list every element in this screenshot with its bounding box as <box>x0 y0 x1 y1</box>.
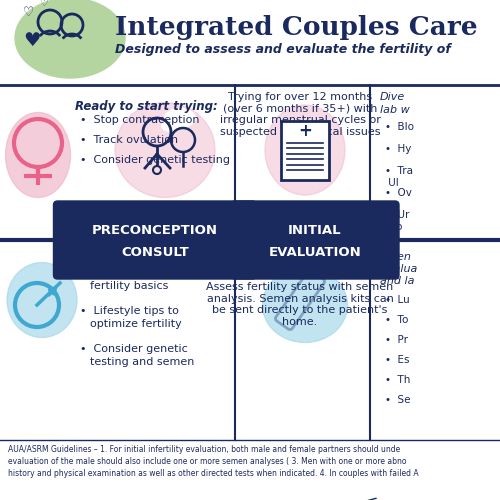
Text: •  Consider genetic testing: • Consider genetic testing <box>80 155 230 165</box>
Text: Ready to start trying:: Ready to start trying: <box>75 252 218 265</box>
Text: ♥: ♥ <box>23 30 41 50</box>
Text: testing and semen: testing and semen <box>90 357 194 367</box>
Text: •  Ov: • Ov <box>385 188 412 198</box>
Text: lab w: lab w <box>380 105 410 115</box>
Text: fertility basics: fertility basics <box>90 281 168 291</box>
Text: ♡: ♡ <box>38 0 48 8</box>
Text: Designed to assess and evaluate the fertility of: Designed to assess and evaluate the fert… <box>115 42 451 56</box>
Text: Ready to start trying:: Ready to start trying: <box>75 100 218 113</box>
Ellipse shape <box>6 112 70 198</box>
Text: Integrated Couples Care: Integrated Couples Care <box>115 16 478 40</box>
Text: INITIAL: INITIAL <box>288 224 342 236</box>
Text: optimize fertility: optimize fertility <box>90 319 182 329</box>
Text: •  Stop contraception: • Stop contraception <box>80 115 200 125</box>
Text: evalua: evalua <box>380 264 418 274</box>
Text: •  Hy: • Hy <box>385 144 411 154</box>
Text: +: + <box>298 122 312 140</box>
Ellipse shape <box>115 102 215 198</box>
Text: •  Se: • Se <box>385 395 410 405</box>
Text: history and physical examination as well as other directed tests when indicated.: history and physical examination as well… <box>8 469 418 478</box>
Ellipse shape <box>7 262 77 338</box>
Text: •  Pr: • Pr <box>385 335 408 345</box>
Ellipse shape <box>165 109 195 127</box>
Text: •  Track ovulation: • Track ovulation <box>80 135 178 145</box>
Text: AUA/ASRM Guidelines – 1. For initial infertility evaluation, both male and femal: AUA/ASRM Guidelines – 1. For initial inf… <box>8 445 400 454</box>
Ellipse shape <box>15 0 125 78</box>
Text: •  Lu: • Lu <box>385 295 410 305</box>
Ellipse shape <box>162 121 178 131</box>
Text: Assess fertility status with semen
analysis. Semen analysis kits can
be sent dir: Assess fertility status with semen analy… <box>206 282 394 327</box>
Ellipse shape <box>265 105 345 195</box>
Text: Trying for over 12 months
(over 6 months if 35+) with
irregular menstrual cycles: Trying for over 12 months (over 6 months… <box>220 92 380 137</box>
Text: •  Review male: • Review male <box>80 268 164 278</box>
Text: •  Consider genetic: • Consider genetic <box>80 344 188 354</box>
FancyBboxPatch shape <box>276 270 324 330</box>
Text: •  Tra
 Ul: • Tra Ul <box>385 166 413 188</box>
FancyBboxPatch shape <box>54 201 256 279</box>
Text: ♡: ♡ <box>22 6 34 18</box>
Text: •  Lifestyle tips to: • Lifestyle tips to <box>80 306 179 316</box>
Text: Dive: Dive <box>380 92 405 102</box>
Ellipse shape <box>262 268 348 342</box>
Text: •  Blo: • Blo <box>385 122 414 132</box>
Text: EVALUATION: EVALUATION <box>268 246 362 258</box>
FancyBboxPatch shape <box>231 201 399 279</box>
Text: CONSULT: CONSULT <box>121 246 189 258</box>
Text: and la: and la <box>380 276 414 286</box>
Text: •  Es: • Es <box>385 355 409 365</box>
Text: •  Ur
 Ho: • Ur Ho <box>385 210 409 232</box>
Text: Exten: Exten <box>380 252 412 262</box>
Text: PRECONCEPTION: PRECONCEPTION <box>92 224 218 236</box>
FancyBboxPatch shape <box>281 121 329 180</box>
Text: •  Th: • Th <box>385 375 410 385</box>
Text: •  To: • To <box>385 315 408 325</box>
Text: evaluation of the male should also include one or more semen analyses ( 3. Men w: evaluation of the male should also inclu… <box>8 457 406 466</box>
